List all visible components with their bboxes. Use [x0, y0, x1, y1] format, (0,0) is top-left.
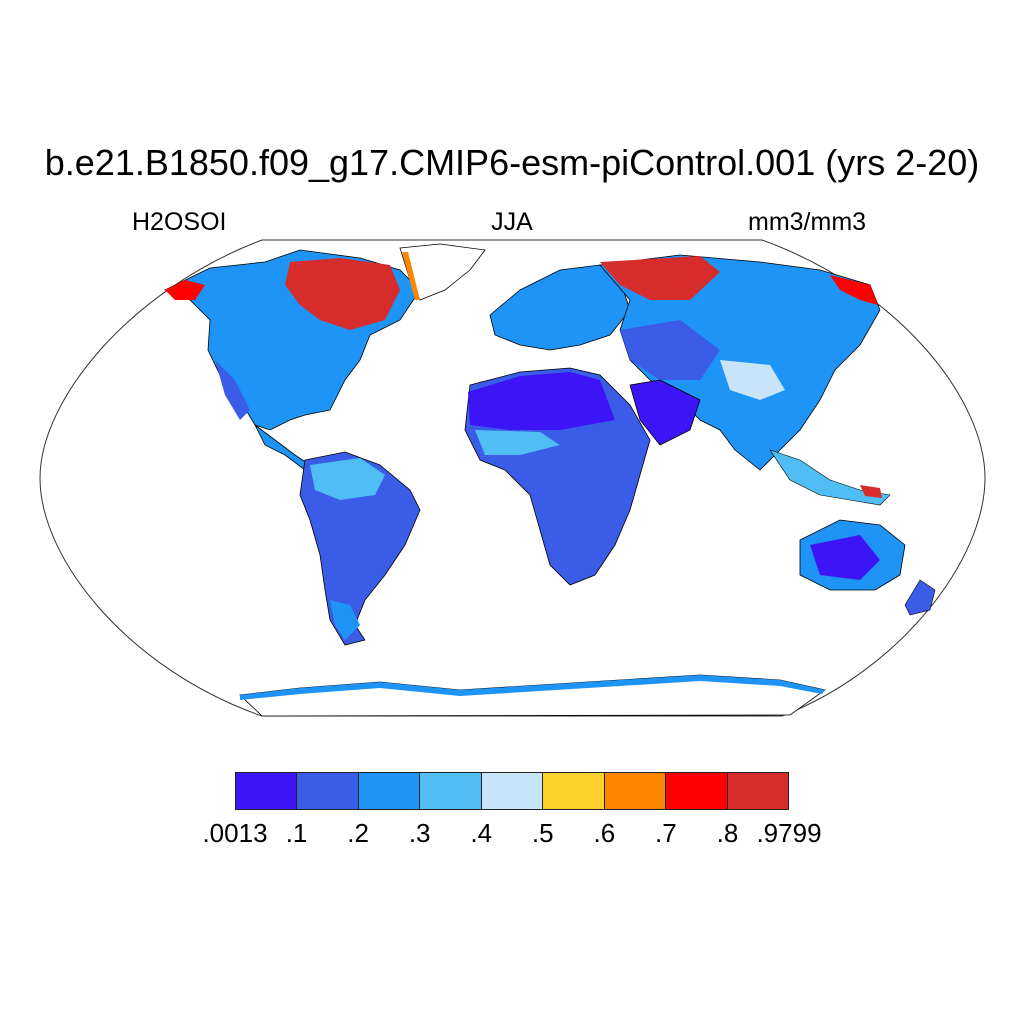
colorbar-label: .9799: [756, 818, 822, 848]
colorbar-box: [358, 773, 421, 809]
colorbar-label: .5: [531, 818, 554, 848]
season-label: JJA: [491, 208, 533, 236]
plot-title: b.e21.B1850.f09_g17.CMIP6-esm-piControl.…: [44, 142, 980, 183]
central-asia-dry: [620, 320, 720, 380]
colorbar-label: .0013: [202, 818, 268, 848]
colorbar-box: [727, 773, 788, 809]
alaska-red: [165, 280, 205, 300]
colorbar: [235, 772, 789, 810]
colorbar-label: .7: [655, 818, 677, 848]
colorbar-label: .6: [593, 818, 616, 848]
colorbar-label: .3: [408, 818, 431, 848]
colorbar-box: [236, 773, 298, 809]
australia-interior: [810, 535, 880, 580]
south-america-south: [330, 600, 360, 640]
colorbar-label: .8: [716, 818, 739, 848]
arabia: [629, 379, 701, 446]
colorbar-box: [543, 773, 605, 809]
amazon-wet: [310, 458, 385, 500]
greenland-edge: [402, 252, 420, 300]
colorbar-label: .4: [470, 818, 493, 848]
new-zealand: [904, 579, 936, 616]
colorbar-label: .2: [347, 818, 369, 848]
tibet-wet: [720, 360, 785, 400]
southeast-asia: [769, 449, 891, 506]
north-america-arctic: [285, 258, 400, 330]
variable-label: H2OSOI: [132, 208, 227, 236]
colorbar-box: [481, 773, 544, 809]
west-africa-wet: [475, 430, 560, 455]
na-west-dry: [215, 360, 250, 420]
colorbar-box: [604, 773, 667, 809]
colorbar-box: [666, 773, 728, 809]
units-label: mm3/mm3: [748, 208, 867, 236]
sahara: [468, 372, 615, 430]
colorbar-box: [420, 773, 482, 809]
colorbar-label: .1: [285, 818, 308, 848]
europe: [489, 264, 631, 351]
antarctica-edge: [240, 675, 825, 700]
east-siberia-red: [830, 275, 878, 305]
siberia-red: [600, 256, 720, 300]
maritime-red: [860, 485, 882, 498]
colorbar-box: [297, 773, 359, 809]
